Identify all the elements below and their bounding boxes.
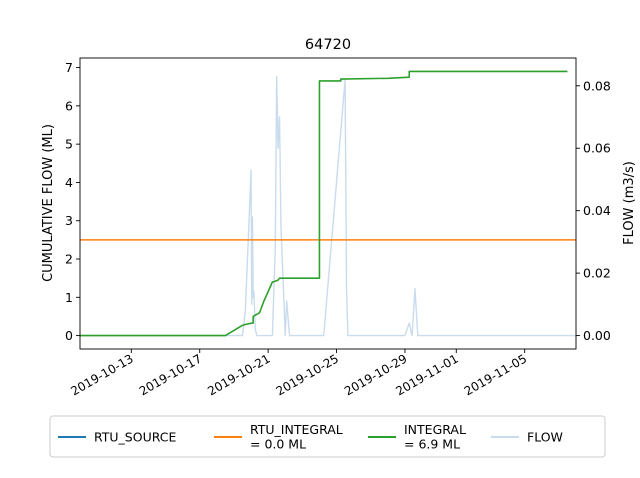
legend-label: RTU_SOURCE: [94, 430, 177, 445]
x-tick-label: 2019-10-25: [274, 351, 341, 398]
x-tick-label: 2019-10-21: [205, 351, 272, 398]
x-axis: 2019-10-13 2019-10-17 2019-10-21 2019-10-25…: [68, 349, 529, 398]
legend-label: INTEGRAL: [404, 422, 466, 437]
y-left-tick-label: 2: [65, 252, 73, 267]
y-right-tick-label: 0.00: [583, 328, 611, 343]
series-line-integral: [80, 70, 568, 337]
y-right-tick-label: 0.02: [583, 266, 611, 281]
series-line-flow: [80, 75, 576, 337]
y-axis-left-label: CUMULATIVE FLOW (ML): [41, 124, 56, 282]
plot-area: [80, 70, 576, 337]
y-right-tick-label: 0.06: [583, 141, 611, 156]
chart-title: 64720: [305, 37, 351, 53]
x-tick-label: 2019-10-13: [68, 351, 135, 398]
y-left-tick-label: 1: [65, 290, 73, 305]
legend-box: [49, 415, 606, 458]
y-axis-right: 0.00 0.02 0.04 0.06 0.08: [576, 78, 611, 343]
x-tick-label: 2019-10-17: [137, 351, 204, 398]
y-right-tick-label: 0.08: [583, 78, 611, 93]
y-left-tick-label: 6: [65, 98, 73, 113]
axes-frame: [79, 57, 577, 350]
legend-label: = 0.0 ML: [250, 437, 306, 452]
x-tick-label: 2019-11-05: [462, 351, 529, 398]
y-right-tick-label: 0.04: [583, 203, 611, 218]
y-axis-right-label: FLOW (m3/s): [622, 161, 637, 245]
y-left-tick-label: 3: [65, 213, 73, 228]
y-left-tick-label: 0: [65, 328, 73, 343]
y-left-tick-label: 4: [65, 175, 73, 190]
y-left-tick-label: 7: [65, 60, 73, 75]
y-axis-left: 0 1 2 3 4 5 6 7: [65, 60, 80, 343]
legend-label: RTU_INTEGRAL: [250, 422, 343, 437]
y-left-tick-label: 5: [65, 137, 73, 152]
legend-label: = 6.9 ML: [404, 437, 460, 452]
legend: RTU_SOURCE RTU_INTEGRAL= 0.0 ML INTEGRAL= …: [58, 422, 563, 452]
legend-label: FLOW: [527, 430, 563, 445]
